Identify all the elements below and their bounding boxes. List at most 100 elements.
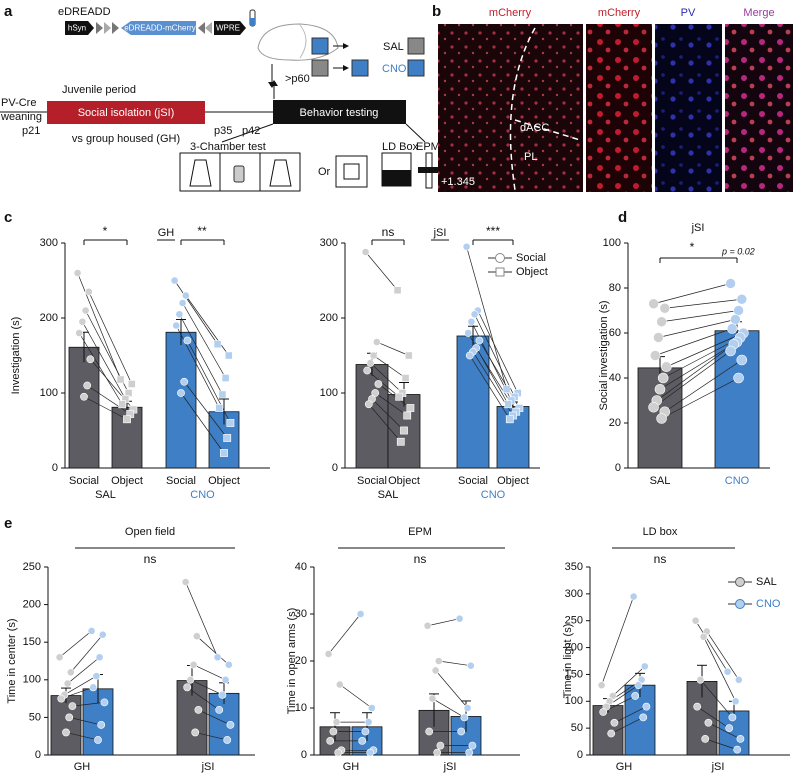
bar [714,330,760,469]
pair-line [87,385,131,415]
day: p21 [22,125,40,137]
promoter: hSyn [68,24,86,33]
channel-label: PV [681,7,696,19]
panel-label: c [4,209,12,226]
pair-line [659,341,738,390]
x-tick-label: Object [111,475,143,487]
test-label: 3-Chamber test [190,141,266,153]
data-point [191,728,200,737]
annotation: ns [382,225,395,239]
pair-line [368,404,402,442]
pair-line [182,302,226,379]
data-point [466,661,475,670]
data-point [648,298,659,310]
x-tick-label: Social [458,475,488,487]
data-point [192,632,201,641]
data-point [696,675,705,684]
data-point [181,578,190,586]
data-point [335,680,344,689]
chart-title: EPM [408,526,432,538]
x-tick-label: Social [357,475,387,487]
group-tag: jSI [433,227,447,239]
data-point [639,713,648,722]
data-point [406,404,415,412]
data-point [62,728,70,737]
data-point [704,718,713,727]
data-point [87,627,96,635]
image-cells [655,24,722,192]
pair-line [466,246,507,390]
y-tick-label: 60 [609,327,621,339]
pair-line [190,679,223,696]
group-label: SAL [378,489,399,501]
loxp [112,22,119,34]
data-point [725,345,736,357]
data-point [629,592,638,601]
day: p35 [214,125,232,137]
data-point [73,269,82,277]
data-point [401,374,410,382]
test-label: EPM [416,141,440,153]
pair-line [376,341,409,356]
y-tick-label: 100 [603,237,621,249]
legend-label: Social [516,252,546,264]
y-tick-label: 300 [40,237,58,249]
pair-line [432,698,465,718]
data-point [434,657,443,665]
data-point [170,276,179,285]
day: p42 [242,125,260,137]
data-point [726,323,738,334]
data-point [475,336,484,345]
loxp [205,22,212,34]
epm-arm [418,167,440,173]
pair-line [703,636,736,702]
y-tick-label: 350 [565,561,583,573]
x-tick-label: Object [497,475,529,487]
chart-title: jSI [691,222,705,234]
y-tick-label: 250 [565,615,583,627]
pair-line [69,717,102,726]
data-point [731,697,740,706]
pair-line [187,340,231,424]
data-point [175,310,184,319]
data-point [183,336,192,345]
pair-line [179,314,223,395]
y-tick-label: 20 [609,417,621,429]
data-point [699,632,708,641]
data-point [470,310,479,319]
data-point [68,702,77,711]
pair-line [339,684,373,709]
data-point [361,727,370,736]
y-tick-label: 100 [565,695,583,707]
data-point [425,727,434,736]
data-point [656,413,667,424]
data-point [55,653,64,662]
data-point [218,690,227,699]
swatch [311,59,329,77]
pair-line [65,732,99,741]
data-point [730,314,741,325]
bar [68,346,100,469]
data-point [226,419,235,427]
data-point [599,708,608,716]
pair-line [427,618,460,627]
data-point [723,667,732,676]
x-tick-label: SAL [650,475,671,487]
data-point [127,380,136,388]
data-point [78,317,87,326]
syringe-fill [250,18,255,26]
pair-line [366,370,400,398]
data-point [215,705,224,714]
loxp [104,22,111,34]
connector [221,123,274,143]
data-point [691,616,700,625]
pair-line [663,337,741,379]
pair-line [195,732,228,741]
data-point [180,377,189,386]
annotation: ns [654,552,667,566]
weaning: weaning [0,111,42,123]
control: vs group housed (GH) [72,133,180,145]
pair-line [374,392,408,416]
annotation: ** [197,224,207,238]
data-point [736,354,748,366]
